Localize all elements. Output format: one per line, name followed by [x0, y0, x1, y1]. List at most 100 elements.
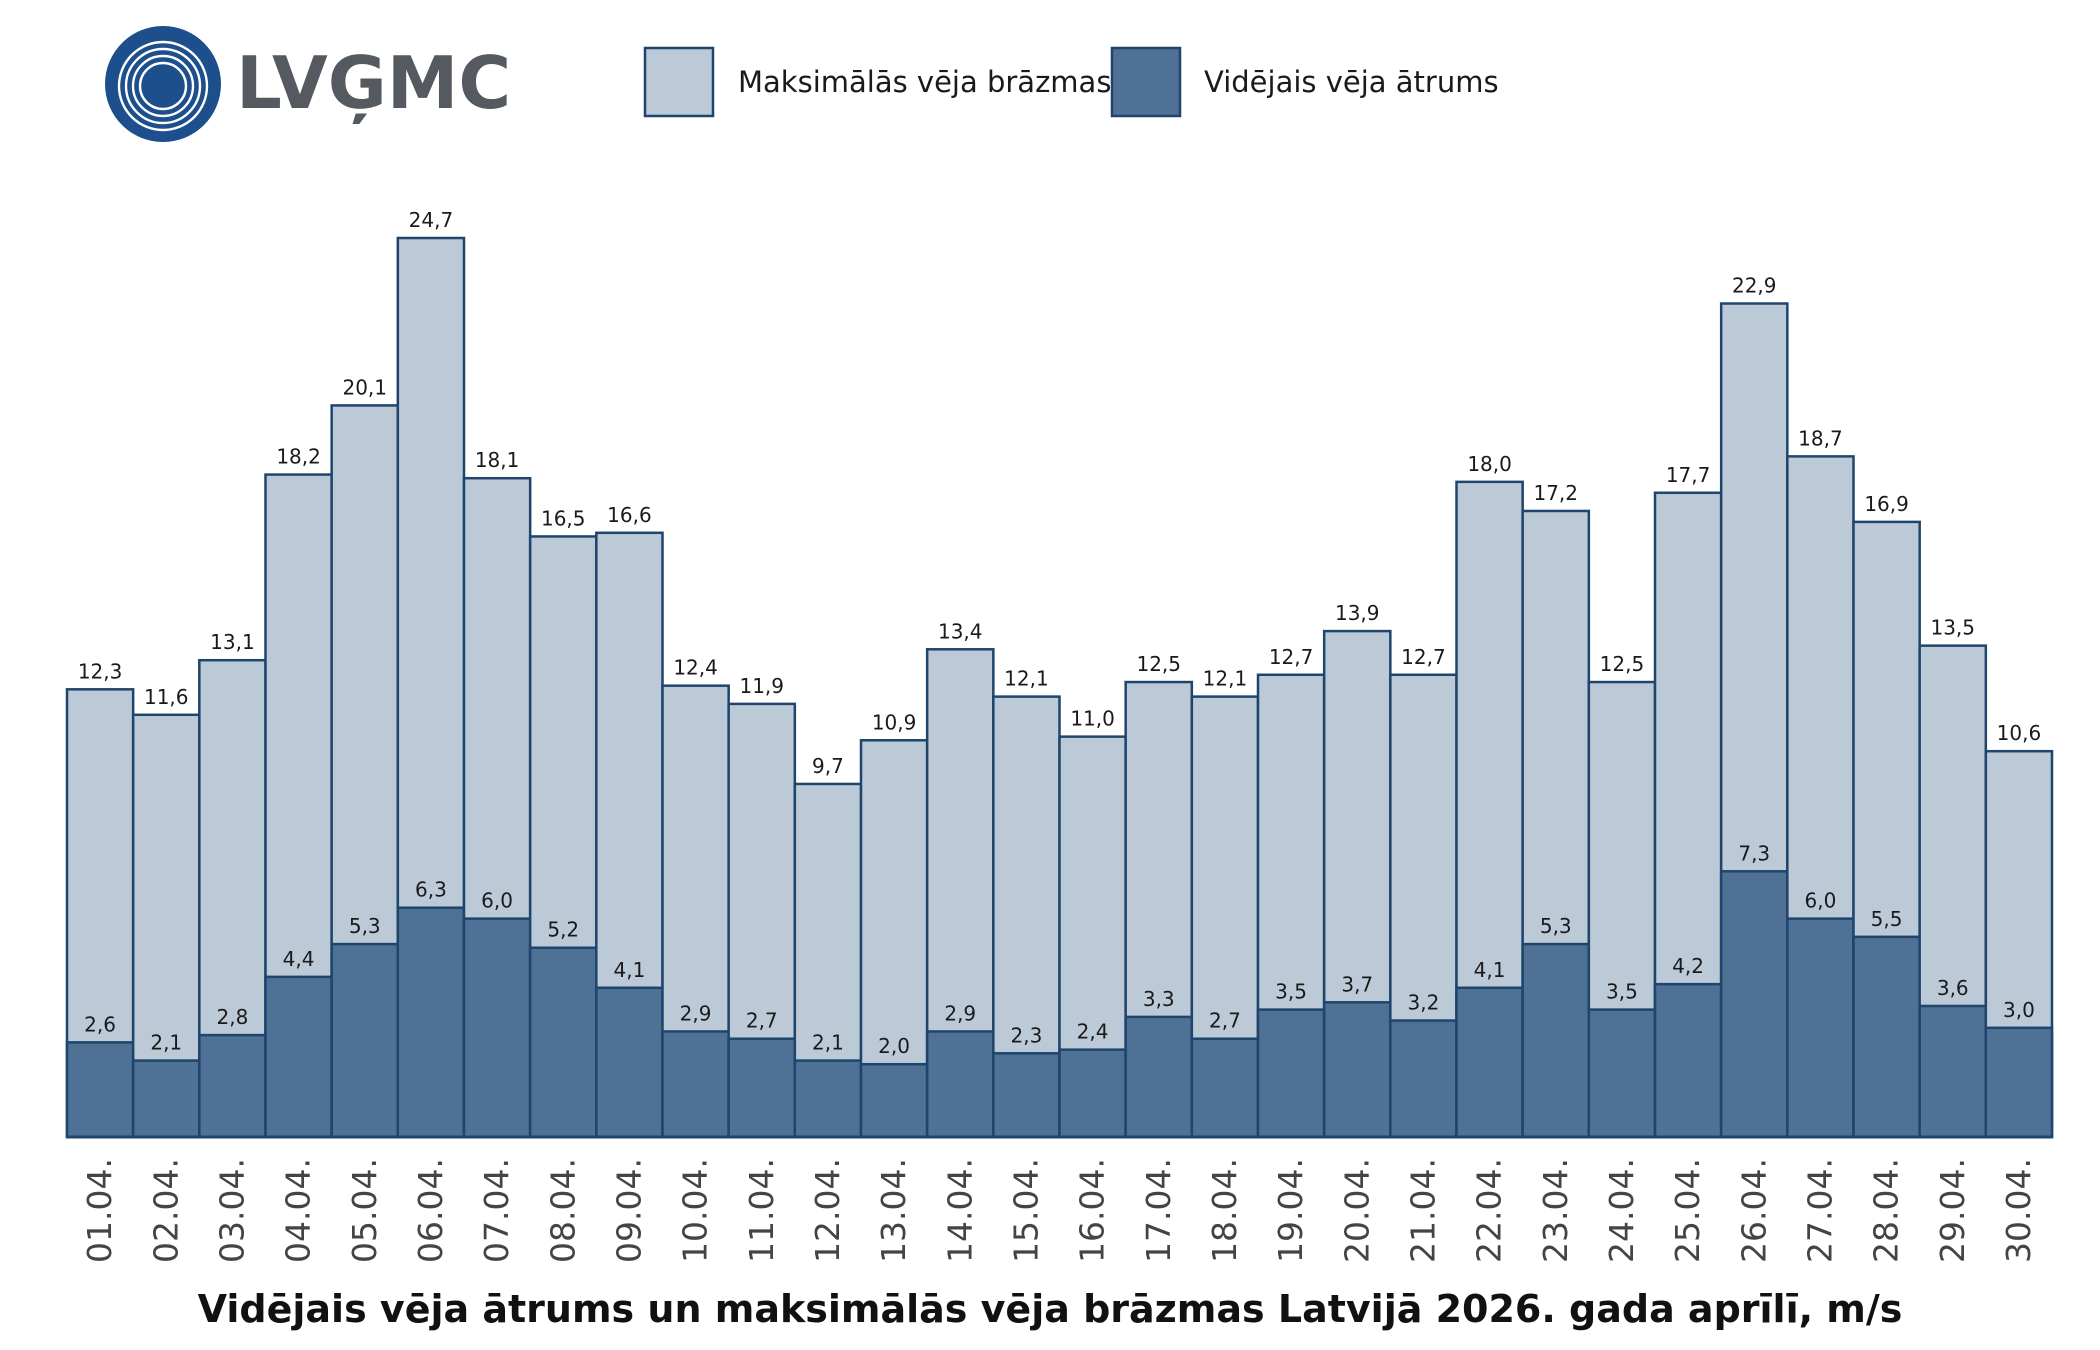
bar-avg-speed — [1322, 1001, 1392, 1139]
chart-title: Vidējais vēja ātrums un maksimālās vēja … — [198, 1287, 1903, 1331]
bar-avg-speed — [859, 1062, 929, 1139]
x-tick-label: 09.04. — [609, 1158, 648, 1263]
data-label-max-gust: 10,9 — [872, 710, 917, 734]
logo-emblem-icon — [105, 26, 221, 142]
x-tick-label: 18.04. — [1205, 1158, 1244, 1263]
bar-avg-speed — [1587, 1008, 1657, 1139]
data-label-avg-speed: 4,2 — [1672, 954, 1704, 978]
data-label-max-gust: 12,4 — [673, 656, 718, 680]
x-tick-label: 26.04. — [1734, 1158, 1773, 1263]
data-label-avg-speed: 5,3 — [349, 914, 381, 938]
data-label-max-gust: 16,9 — [1864, 492, 1909, 516]
bar-avg-speed — [661, 1030, 730, 1139]
data-label-avg-speed: 3,7 — [1341, 972, 1373, 996]
x-tick-label: 05.04. — [345, 1158, 384, 1263]
bar-avg-speed — [793, 1059, 863, 1139]
bar-avg-speed — [1786, 917, 1855, 1139]
data-label-avg-speed: 3,5 — [1275, 980, 1307, 1004]
data-label-avg-speed: 2,3 — [1011, 1023, 1043, 1047]
bar-avg-speed — [1455, 986, 1524, 1139]
data-label-max-gust: 11,0 — [1070, 707, 1115, 731]
x-tick-label: 02.04. — [146, 1158, 185, 1263]
logo-text: LVĢMC — [236, 41, 511, 125]
x-tick-label: 23.04. — [1536, 1158, 1575, 1263]
data-label-max-gust: 22,9 — [1732, 274, 1777, 298]
x-tick-label: 17.04. — [1139, 1158, 1178, 1263]
data-label-avg-speed: 2,1 — [812, 1031, 844, 1055]
data-label-max-gust: 20,1 — [342, 375, 387, 399]
legend: Maksimālās vēja brāzmas Vidējais vēja āt… — [643, 46, 1499, 118]
bar-avg-speed — [1256, 1008, 1326, 1139]
x-tick-label: 04.04. — [279, 1158, 318, 1263]
bar-avg-speed — [1190, 1037, 1260, 1139]
bar-avg-speed — [1124, 1015, 1194, 1139]
x-tick-label: 25.04. — [1668, 1158, 1707, 1263]
bar-avg-speed — [264, 975, 333, 1139]
data-label-max-gust: 11,9 — [739, 674, 784, 698]
bar-avg-speed — [330, 942, 400, 1139]
data-label-max-gust: 16,5 — [541, 506, 586, 530]
data-label-avg-speed: 2,1 — [150, 1031, 182, 1055]
x-tick-label: 08.04. — [543, 1158, 582, 1263]
lvgmc-logo: LVĢMC — [105, 26, 511, 142]
data-label-avg-speed: 5,5 — [1871, 907, 1903, 931]
plot-area: 12,3 2,6 01.04. 11,6 2,1 02.04. 13,1 2,8 03.04. 1… — [65, 208, 2054, 1263]
data-label-avg-speed: 6,0 — [1805, 889, 1837, 913]
data-label-avg-speed: 6,3 — [415, 878, 447, 902]
data-label-max-gust: 13,9 — [1335, 601, 1380, 625]
bar-avg-speed — [727, 1037, 797, 1139]
data-label-max-gust: 24,7 — [409, 208, 454, 232]
data-label-max-gust: 12,1 — [1004, 667, 1049, 691]
bar-avg-speed — [1918, 1004, 1988, 1139]
data-label-avg-speed: 7,3 — [1738, 841, 1770, 865]
x-tick-label: 01.04. — [80, 1158, 119, 1263]
legend-swatch-avg-speed — [1110, 46, 1182, 118]
data-label-avg-speed: 4,1 — [614, 958, 646, 982]
bar-avg-speed — [1521, 942, 1591, 1139]
x-tick-label: 13.04. — [874, 1158, 913, 1263]
bar-avg-speed — [992, 1052, 1061, 1139]
x-tick-label: 21.04. — [1403, 1158, 1442, 1263]
data-label-avg-speed: 2,0 — [878, 1034, 910, 1058]
data-label-max-gust: 13,4 — [938, 619, 983, 643]
x-tick-label: 27.04. — [1800, 1158, 1839, 1263]
x-tick-label: 20.04. — [1337, 1158, 1376, 1263]
data-label-max-gust: 18,0 — [1467, 452, 1512, 476]
x-tick-label: 07.04. — [477, 1158, 516, 1263]
x-tick-label: 10.04. — [676, 1158, 715, 1263]
x-tick-label: 16.04. — [1073, 1158, 1112, 1263]
bar-avg-speed — [65, 1041, 135, 1139]
bar-avg-speed — [131, 1059, 201, 1139]
x-tick-label: 28.04. — [1867, 1158, 1906, 1263]
data-label-max-gust: 17,2 — [1533, 481, 1578, 505]
data-label-max-gust: 12,3 — [78, 659, 123, 683]
x-tick-label: 11.04. — [742, 1158, 781, 1263]
x-tick-label: 03.04. — [212, 1158, 251, 1263]
data-label-max-gust: 11,6 — [144, 685, 189, 709]
bar-avg-speed — [462, 917, 532, 1139]
x-tick-label: 12.04. — [808, 1158, 847, 1263]
bar-avg-speed — [925, 1030, 995, 1139]
legend-label-avg-speed: Vidējais vēja ātrums — [1204, 65, 1499, 99]
x-tick-label: 14.04. — [940, 1158, 979, 1263]
data-label-max-gust: 13,5 — [1930, 616, 1975, 640]
bar-avg-speed — [1653, 982, 1723, 1139]
data-label-avg-speed: 4,4 — [283, 947, 315, 971]
data-label-avg-speed: 3,6 — [1937, 976, 1969, 1000]
data-label-avg-speed: 3,0 — [2003, 998, 2035, 1022]
data-label-max-gust: 12,1 — [1203, 667, 1248, 691]
data-label-avg-speed: 2,7 — [746, 1009, 778, 1033]
data-label-max-gust: 12,7 — [1401, 645, 1446, 669]
data-label-avg-speed: 3,2 — [1408, 991, 1440, 1015]
bar-avg-speed — [1984, 1026, 2054, 1139]
data-label-avg-speed: 2,4 — [1077, 1020, 1109, 1044]
data-label-max-gust: 18,7 — [1798, 426, 1843, 450]
x-tick-label: 24.04. — [1602, 1158, 1641, 1263]
x-tick-label: 15.04. — [1006, 1158, 1045, 1263]
data-label-max-gust: 12,7 — [1269, 645, 1314, 669]
data-label-avg-speed: 2,6 — [84, 1012, 116, 1036]
legend-label-max-gusts: Maksimālās vēja brāzmas — [738, 65, 1111, 99]
x-tick-label: 29.04. — [1933, 1158, 1972, 1263]
data-label-avg-speed: 5,3 — [1540, 914, 1572, 938]
